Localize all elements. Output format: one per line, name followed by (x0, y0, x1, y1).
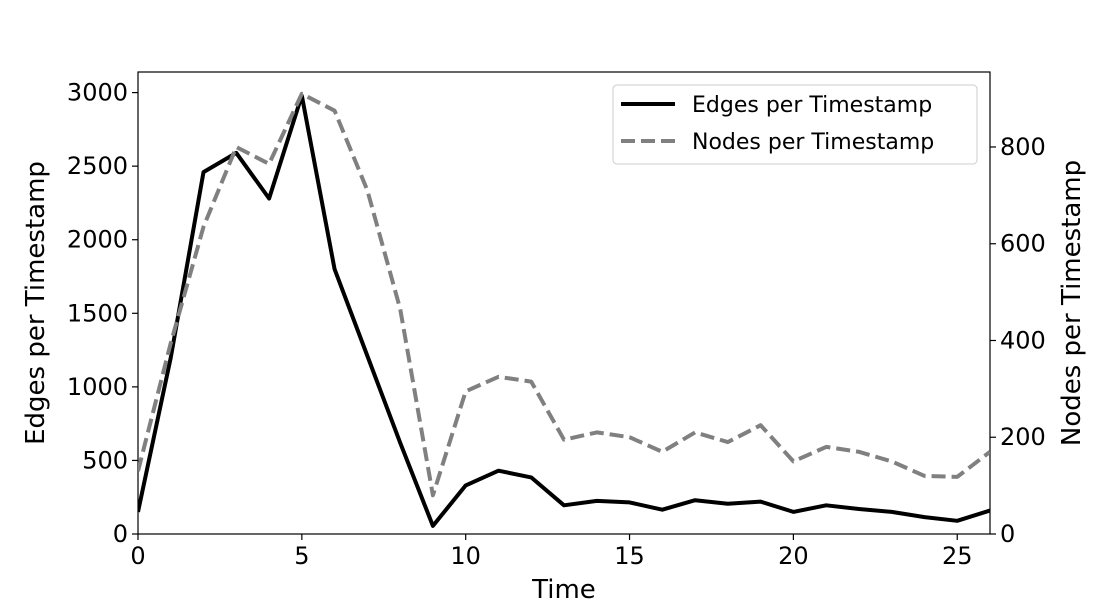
y-right-tick-label: 200 (1000, 423, 1046, 451)
y-left-tick-label: 2000 (67, 226, 128, 254)
x-axis-label: Time (531, 575, 596, 600)
legend-label-nodes: Nodes per Timestamp (692, 130, 934, 155)
y-right-tick-label: 800 (1000, 133, 1046, 161)
y-left-tick-label: 3000 (67, 79, 128, 107)
y-right-tick-label: 400 (1000, 326, 1046, 354)
x-tick-label: 5 (294, 542, 309, 570)
series-line-nodes (138, 91, 990, 498)
x-tick-label: 20 (778, 542, 809, 570)
y-left-tick-label: 2500 (67, 152, 128, 180)
x-tick-label: 15 (614, 542, 645, 570)
axes-layer: 0 5 10 15 20 25 0 500 1000 1500 2000 2500 3000 0 200 40… (67, 79, 1046, 570)
legend: Edges per Timestamp Nodes per Timestamp (612, 84, 978, 165)
y-left-tick-label: 1500 (67, 299, 128, 327)
y-axis-right-label: Nodes per Timestamp (1057, 160, 1087, 446)
x-tick-label: 25 (942, 542, 973, 570)
plot-frame (137, 71, 991, 535)
y-left-tick-label: 500 (82, 446, 128, 474)
x-tick-label: 0 (130, 542, 145, 570)
y-right-tick-label: 600 (1000, 230, 1046, 258)
legend-box (612, 84, 978, 165)
y-axis-left-label: Edges per Timestamp (21, 161, 51, 445)
y-left-tick-label: 1000 (67, 373, 128, 401)
y-left-tick-label: 0 (113, 520, 128, 548)
series-line-edges (138, 93, 990, 528)
legend-label-edges: Edges per Timestamp (692, 93, 932, 118)
series-layer (138, 91, 990, 528)
y-right-tick-label: 0 (1000, 520, 1015, 548)
x-tick-label: 10 (450, 542, 481, 570)
